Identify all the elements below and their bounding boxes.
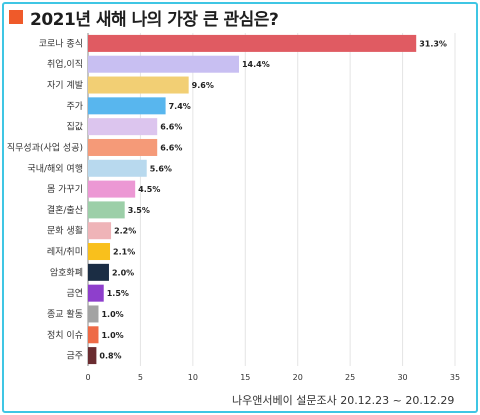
bar-12 [88, 284, 104, 302]
value-label: 5.6% [150, 164, 172, 173]
x-tick-label: 0 [85, 373, 90, 382]
title-marker-icon [9, 10, 23, 24]
bar-8 [88, 201, 125, 219]
value-label: 1.0% [101, 331, 123, 340]
x-tick-label: 20 [293, 373, 303, 382]
bar-13 [88, 305, 99, 323]
x-tick-label: 35 [450, 373, 460, 382]
bar-2 [88, 76, 189, 94]
bar-6 [88, 159, 147, 177]
category-label: 취업,이직 [47, 59, 83, 70]
survey-source: 나우앤서베이 설문조사 20.12.23 ~ 20.12.29 [232, 394, 455, 407]
value-label: 0.8% [99, 352, 121, 361]
category-label: 금연 [66, 288, 83, 299]
bar-10 [88, 243, 111, 261]
chart-title-row: 2021년 새해 나의 가장 큰 관심은? [9, 6, 279, 30]
bar-11 [88, 263, 109, 281]
x-tick-label: 5 [138, 373, 143, 382]
bar-15 [88, 347, 97, 365]
x-tick-label: 10 [188, 373, 198, 382]
value-label: 2.2% [114, 227, 136, 236]
category-label: 주가 [66, 101, 83, 112]
category-label: 직무성과(사업 성공) [7, 142, 83, 153]
value-label: 14.4% [242, 60, 270, 69]
category-label: 몸 가꾸기 [47, 184, 83, 195]
category-label: 코로나 종식 [39, 38, 83, 49]
category-label: 금주 [66, 351, 83, 362]
chart-title: 2021년 새해 나의 가장 큰 관심은? [30, 9, 279, 30]
value-label: 2.0% [112, 268, 134, 277]
category-label: 정치 이슈 [47, 329, 83, 341]
category-label: 레저/취미 [47, 247, 83, 258]
value-label: 6.6% [160, 123, 182, 132]
bar-3 [88, 97, 166, 115]
value-label: 1.5% [107, 289, 129, 298]
value-label: 2.1% [113, 248, 135, 257]
value-label: 4.5% [138, 185, 160, 194]
value-label: 31.3% [419, 39, 447, 48]
category-label: 국내/해외 여행 [27, 162, 83, 174]
x-tick-label: 25 [345, 373, 355, 382]
bar-14 [88, 326, 99, 344]
bar-9 [88, 222, 112, 240]
bar-0 [88, 34, 417, 52]
x-tick-label: 15 [240, 373, 250, 382]
category-label: 집값 [66, 121, 83, 133]
bar-4 [88, 118, 158, 136]
value-label: 1.0% [101, 310, 123, 319]
bar-5 [88, 138, 158, 156]
value-label: 6.6% [160, 143, 182, 152]
category-label: 종교 활동 [47, 308, 83, 320]
x-tick-label: 30 [397, 373, 407, 382]
category-label: 암호화폐 [50, 266, 83, 278]
bar-7 [88, 180, 136, 198]
category-label: 자기 계발 [47, 79, 83, 91]
bar-1 [88, 55, 239, 73]
value-label: 3.5% [128, 206, 150, 215]
value-label: 9.6% [192, 81, 214, 90]
category-label: 결혼/출산 [47, 204, 83, 216]
category-label: 문화 생활 [47, 225, 83, 237]
value-label: 7.4% [169, 102, 191, 111]
